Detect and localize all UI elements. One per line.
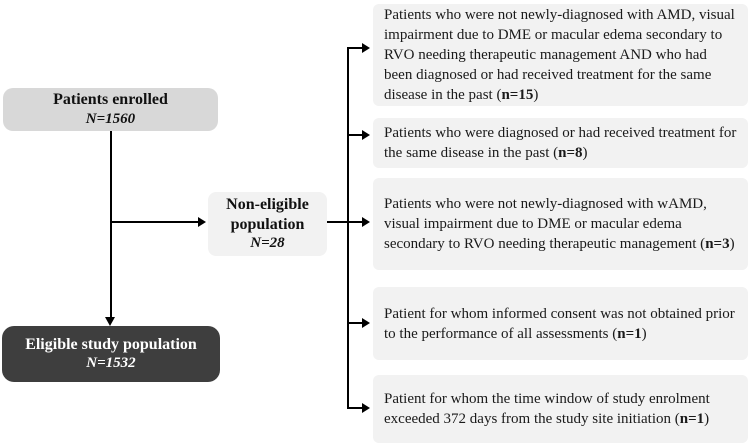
arrowhead-right-exclusion-5 (362, 403, 370, 413)
arrowhead-right-exclusion-1 (362, 43, 370, 53)
arrowhead-right-non-eligible (198, 217, 206, 227)
exclusion-box-1: Patients who were not newly-diagnosed wi… (373, 4, 748, 106)
exclusion-text-5: Patient for whom the time window of stud… (384, 391, 710, 427)
non-eligible-population-box: Non-eligible population N=28 (208, 192, 327, 256)
exclusion-box-4: Patient for whom informed consent was no… (373, 287, 748, 360)
eligible-population-box: Eligible study population N=1532 (2, 326, 220, 382)
connector-branch-2 (347, 134, 362, 136)
arrowhead-down-eligible (105, 317, 115, 326)
non-eligible-population-count: N=28 (250, 235, 285, 252)
exclusion-box-3: Patients who were not newly-diagnosed wi… (373, 178, 748, 270)
connector-branch-4 (347, 322, 362, 324)
exclusion-text-4: Patient for whom informed consent was no… (384, 305, 735, 342)
exclusion-text-2: Patients who were diagnosed or had recei… (384, 125, 737, 161)
non-eligible-population-title: Non-eligible population (226, 196, 309, 233)
exclusion-text-1: Patients who were not newly-diagnosed wi… (384, 7, 735, 103)
connector-trunk (347, 48, 349, 409)
eligible-population-count: N=1532 (86, 355, 136, 372)
connector-branch-5 (347, 407, 362, 409)
connector-branch-1 (347, 47, 362, 49)
patients-enrolled-box: Patients enrolled N=1560 (3, 88, 218, 131)
exclusion-box-2: Patients who were diagnosed or had recei… (373, 118, 748, 168)
eligible-population-title: Eligible study population (25, 335, 197, 353)
patients-enrolled-title: Patients enrolled (53, 91, 168, 109)
arrowhead-right-exclusion-2 (362, 130, 370, 140)
exclusion-box-5: Patient for whom the time window of stud… (373, 375, 748, 443)
patients-enrolled-count: N=1560 (85, 110, 136, 127)
connector-enrolled-to-eligible (110, 131, 112, 318)
arrowhead-right-exclusion-4 (362, 318, 370, 328)
connector-non-eligible-to-trunk (327, 221, 362, 223)
connector-to-non-eligible (110, 221, 198, 223)
exclusion-text-3: Patients who were not newly-diagnosed wi… (384, 196, 735, 252)
arrowhead-right-exclusion-3 (362, 217, 370, 227)
